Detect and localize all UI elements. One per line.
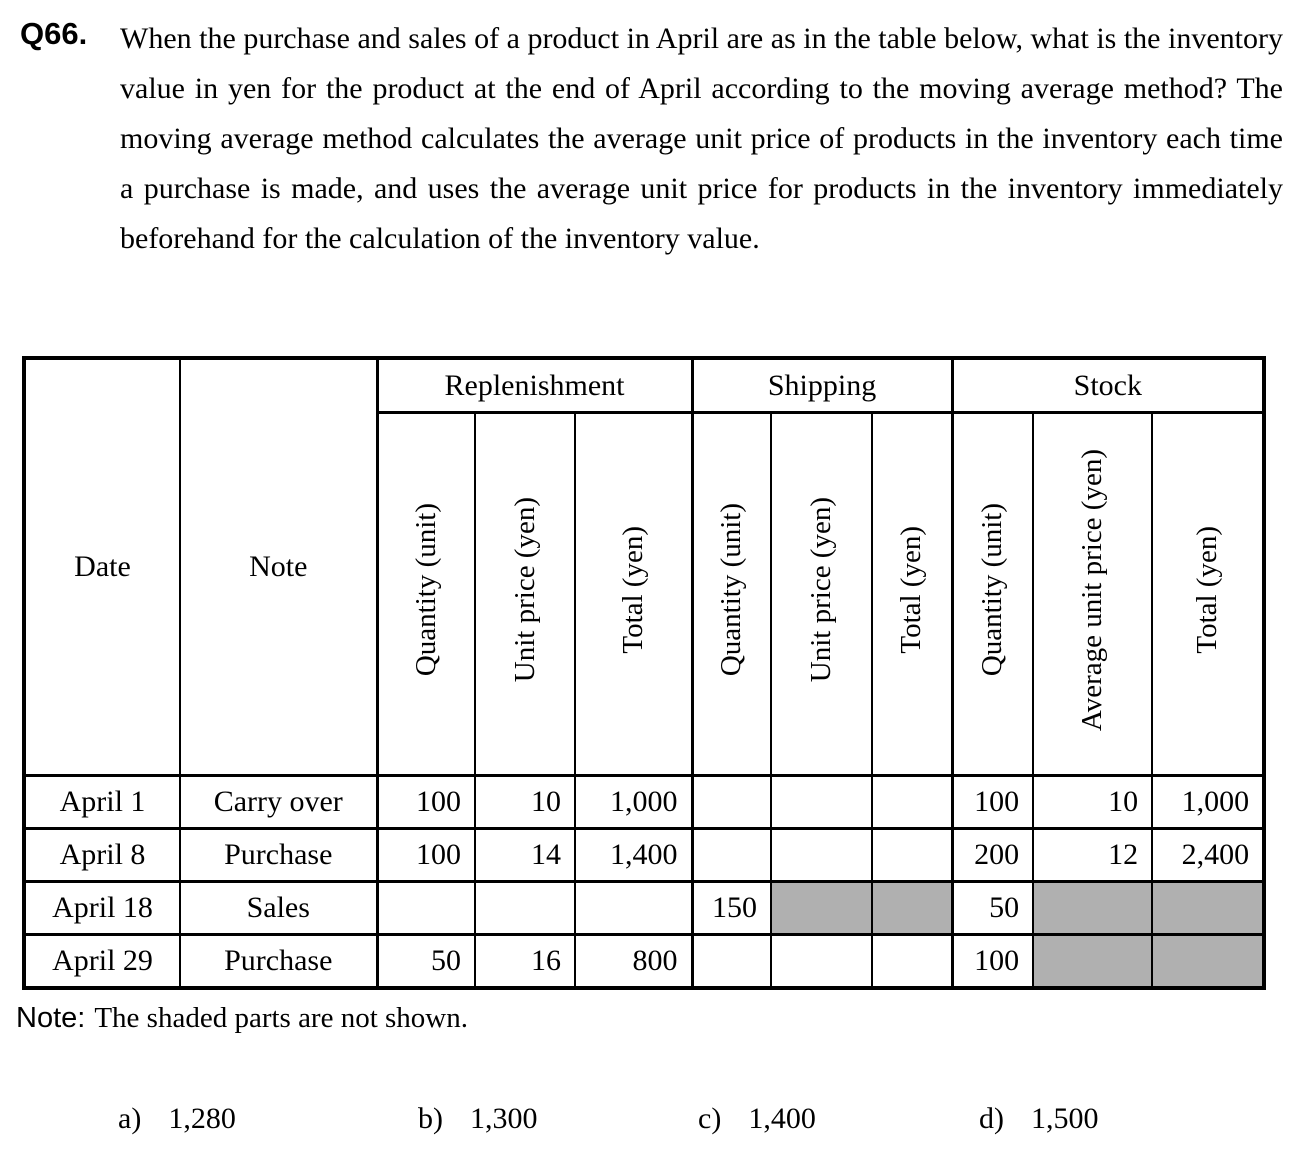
option-letter: a) (118, 1102, 142, 1135)
col-header-ship-unit-price: Unit price (yen) (770, 411, 874, 777)
cell-date: April 8 (23, 827, 181, 883)
cell-ship-quantity: 150 (690, 880, 773, 936)
cell-repl-total: 800 (573, 933, 694, 990)
cell-ship-unit-price (770, 880, 874, 936)
group-header-replenishment: Replenishment (375, 357, 694, 414)
option-c: c) 1,400 (698, 1102, 816, 1136)
option-letter: b) (418, 1102, 443, 1135)
cell-repl-quantity: 50 (375, 933, 476, 990)
cell-repl-unit-price: 10 (474, 774, 576, 830)
table-header-row: Date Note Replenishment Shipping Stock (23, 357, 1266, 777)
table-row: April 8 Purchase 100 14 1,400 200 12 2,4… (23, 827, 1266, 883)
col-header-repl-total-label: Total (yen) (616, 526, 649, 654)
option-value: 1,400 (748, 1102, 816, 1135)
cell-stock-total (1151, 933, 1266, 990)
cell-stock-avg-unit-price (1032, 933, 1154, 990)
table-row: April 29 Purchase 50 16 800 100 (23, 933, 1266, 990)
cell-note: Purchase (179, 827, 378, 883)
option-value: 1,280 (168, 1102, 236, 1135)
table-row: April 18 Sales 150 50 (23, 880, 1266, 936)
note-text: The shaded parts are not shown. (94, 1002, 469, 1034)
col-header-repl-total: Total (yen) (573, 411, 694, 777)
col-header-stock-total: Total (yen) (1151, 411, 1266, 777)
cell-ship-unit-price (770, 933, 874, 990)
date-header: Date (23, 357, 181, 777)
cell-date: April 29 (23, 933, 181, 990)
cell-stock-total: 2,400 (1151, 827, 1266, 883)
option-letter: d) (979, 1102, 1004, 1135)
col-header-stock-quantity: Quantity (unit) (950, 411, 1035, 777)
col-header-ship-quantity: Quantity (unit) (690, 411, 773, 777)
cell-repl-total (573, 880, 694, 936)
cell-note: Purchase (179, 933, 378, 990)
note-header: Note (179, 357, 378, 777)
option-b: b) 1,300 (418, 1102, 538, 1136)
col-header-ship-total: Total (yen) (871, 411, 954, 777)
group-header-stock: Stock (950, 357, 1266, 414)
option-letter: c) (698, 1102, 722, 1135)
cell-note: Sales (179, 880, 378, 936)
option-value: 1,300 (470, 1102, 538, 1135)
col-header-stock-avg-unit-price-label: Average unit price (yen) (1076, 448, 1109, 732)
cell-note: Carry over (179, 774, 378, 830)
option-d: d) 1,500 (979, 1102, 1099, 1136)
cell-stock-avg-unit-price: 12 (1032, 827, 1154, 883)
cell-ship-quantity (690, 827, 773, 883)
group-header-shipping: Shipping (690, 357, 954, 414)
col-header-ship-quantity-label: Quantity (unit) (715, 503, 748, 677)
cell-repl-unit-price (474, 880, 576, 936)
cell-stock-total (1151, 880, 1266, 936)
table-footnote: Note: The shaded parts are not shown. (16, 1002, 468, 1035)
cell-stock-avg-unit-price: 10 (1032, 774, 1154, 830)
question-number: Q66. (20, 16, 88, 51)
cell-repl-unit-price: 16 (474, 933, 576, 990)
cell-ship-total (871, 774, 954, 830)
cell-stock-quantity: 100 (950, 933, 1035, 990)
cell-ship-quantity (690, 933, 773, 990)
col-header-ship-unit-price-label: Unit price (yen) (805, 497, 838, 683)
cell-date: April 18 (23, 880, 181, 936)
table-subheader-row: Quantity (unit) Unit price (yen) Total (… (24, 411, 1266, 777)
col-header-stock-quantity-label: Quantity (unit) (976, 503, 1009, 677)
note-label: Note: (16, 1002, 86, 1034)
cell-ship-quantity (690, 774, 773, 830)
cell-ship-unit-price (770, 774, 874, 830)
cell-stock-total: 1,000 (1151, 774, 1266, 830)
col-header-repl-unit-price: Unit price (yen) (474, 411, 576, 777)
cell-stock-quantity: 50 (950, 880, 1035, 936)
col-header-repl-unit-price-label: Unit price (yen) (508, 497, 541, 683)
cell-date: April 1 (23, 774, 181, 830)
question-text: When the purchase and sales of a product… (120, 22, 1283, 255)
option-a: a) 1,280 (118, 1102, 236, 1136)
cell-repl-quantity (375, 880, 476, 936)
col-header-stock-avg-unit-price: Average unit price (yen) (1032, 411, 1154, 777)
col-header-stock-total-label: Total (yen) (1191, 526, 1224, 654)
cell-ship-total (871, 827, 954, 883)
option-value: 1,500 (1031, 1102, 1099, 1135)
cell-ship-total (871, 880, 954, 936)
col-header-repl-quantity-label: Quantity (unit) (409, 503, 442, 677)
cell-ship-unit-price (770, 827, 874, 883)
cell-repl-total: 1,000 (573, 774, 694, 830)
cell-ship-total (871, 933, 954, 990)
cell-repl-unit-price: 14 (474, 827, 576, 883)
cell-repl-total: 1,400 (573, 827, 694, 883)
col-header-ship-total-label: Total (yen) (895, 526, 928, 654)
col-header-repl-quantity: Quantity (unit) (375, 411, 476, 777)
cell-stock-avg-unit-price (1032, 880, 1154, 936)
table-row: April 1 Carry over 100 10 1,000 100 10 1… (23, 774, 1266, 830)
cell-stock-quantity: 100 (950, 774, 1035, 830)
cell-repl-quantity: 100 (375, 774, 476, 830)
inventory-table: Date Note Replenishment Shipping Stock Q… (22, 356, 1267, 990)
cell-stock-quantity: 200 (950, 827, 1035, 883)
cell-repl-quantity: 100 (375, 827, 476, 883)
